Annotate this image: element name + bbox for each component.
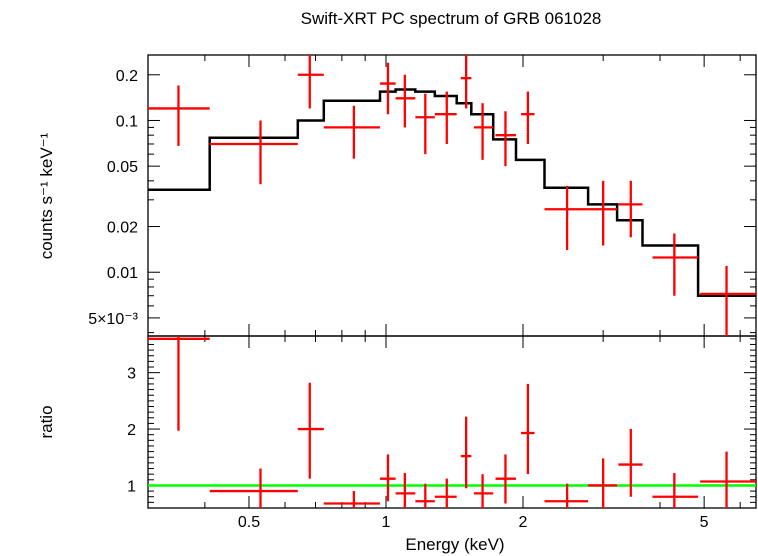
x-tick-label: 0.5	[238, 514, 260, 531]
ratio-y-tick-labels: 1 2 3	[127, 366, 136, 496]
spectrum-data-point	[148, 85, 210, 146]
ratio-y-tick-label: 2	[127, 422, 136, 439]
ratio-data-point	[521, 383, 535, 475]
ratio-data-layer	[148, 336, 756, 508]
ratio-data-point	[495, 454, 516, 504]
ratio-data-point	[618, 429, 643, 497]
ratio-panel-frame	[147, 335, 757, 509]
spectrum-y-tick-label: 0.01	[107, 265, 138, 282]
spectrum-y-tick-label: 0.05	[107, 159, 138, 176]
spectrum-data-point	[521, 91, 535, 144]
spectrum-y-tick-label: 0.2	[116, 68, 138, 85]
ratio-data-point	[544, 483, 589, 508]
x-tick-label: 2	[519, 514, 528, 531]
spectrum-data-layer	[148, 55, 756, 336]
spectrum-data-point	[395, 74, 416, 128]
x-axis-label: Energy (keV)	[405, 535, 504, 554]
model-step-line	[148, 88, 756, 297]
spectrum-data-point	[618, 180, 643, 238]
spectrum-data-point	[323, 105, 380, 159]
ratio-data-point	[395, 473, 416, 508]
ratio-y-axis-label: ratio	[37, 405, 56, 438]
ratio-y-tick-label: 3	[127, 366, 136, 383]
ratio-data-point	[460, 416, 472, 489]
spectrum-y-tick-label: 0.02	[107, 220, 138, 237]
x-tick-labels: 0.5 1 2 5	[238, 514, 709, 531]
spectrum-data-point	[700, 265, 756, 336]
spectrum-y-tick-label: 5×10⁻³	[88, 311, 138, 328]
spectrum-data-point	[473, 103, 494, 160]
spectrum-data-point	[495, 111, 516, 167]
ratio-data-point	[700, 451, 756, 508]
x-tick-label: 5	[700, 514, 709, 531]
spectrum-data-point	[460, 55, 472, 109]
ratio-data-point	[652, 473, 699, 508]
ratio-data-point	[473, 474, 494, 508]
ratio-data-point	[379, 454, 396, 502]
ratio-data-point	[588, 458, 618, 508]
spectrum-y-tick-label: 0.1	[116, 113, 138, 130]
spectrum-data-point	[415, 93, 435, 155]
spectrum-data-point	[588, 180, 618, 246]
ratio-axis-ticks	[147, 336, 756, 509]
spectrum-data-point	[544, 185, 589, 251]
spectrum-data-point	[434, 91, 457, 144]
spectrum-y-axis-label: counts s⁻¹ keV⁻¹	[37, 132, 56, 259]
ratio-data-point	[148, 336, 210, 431]
spectrum-data-point	[209, 120, 298, 185]
ratio-y-tick-label: 1	[127, 478, 136, 495]
ratio-data-point	[323, 491, 380, 508]
spectrum-axis-ticks	[147, 55, 756, 336]
spectrum-data-point	[297, 55, 324, 109]
ratio-data-point	[297, 382, 324, 479]
chart-title: Swift-XRT PC spectrum of GRB 061028	[301, 9, 602, 28]
spectrum-y-tick-labels: 5×10⁻³ 0.01 0.02 0.05 0.1 0.2	[88, 68, 138, 328]
x-tick-label: 1	[382, 514, 391, 531]
spectrum-data-point	[379, 62, 396, 115]
ratio-data-point	[415, 483, 435, 508]
ratio-data-point	[434, 478, 457, 508]
model-layer	[148, 88, 756, 297]
spectrum-data-point	[652, 233, 699, 296]
ratio-data-point	[209, 468, 298, 508]
